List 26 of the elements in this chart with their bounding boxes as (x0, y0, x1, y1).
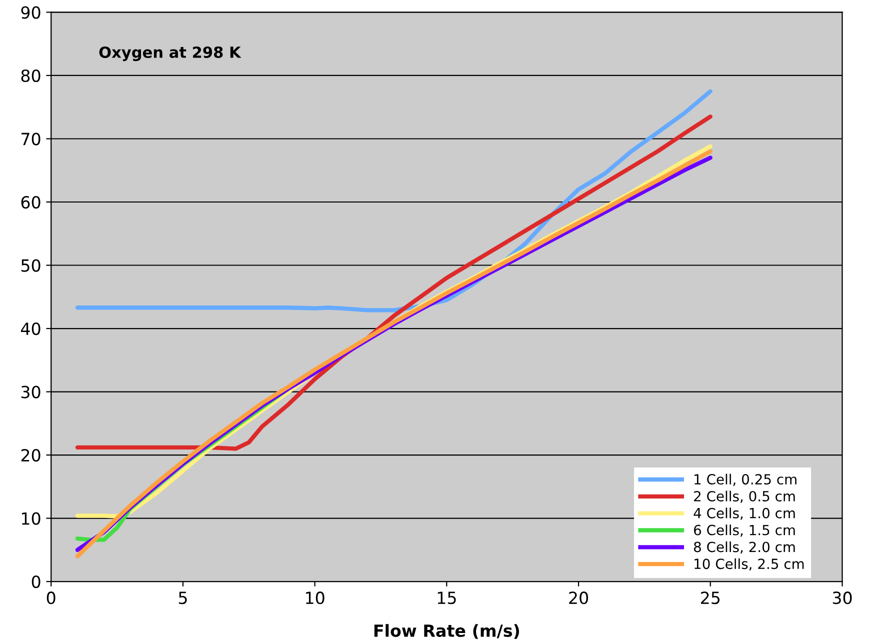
x-axis-title: Flow Rate (m/s) (374, 624, 519, 639)
legend-label: 4 Cells, 1.0 cm (694, 508, 795, 520)
y-tick-label: 80 (21, 69, 40, 82)
annotation: Oxygen at 298 K (99, 46, 242, 62)
y-tick-label: 40 (20, 322, 40, 336)
legend-label: 2 Cells, 0.5 cm (694, 490, 795, 503)
y-tick-label: 20 (21, 448, 40, 462)
x-tick-label: 15 (438, 592, 456, 604)
legend-label: 10 Cells, 2.5 cm (694, 558, 804, 571)
y-tick-label: 10 (22, 512, 40, 525)
y-tick-label: 70 (22, 132, 40, 146)
x-tick-label: 20 (569, 592, 588, 604)
x-tick-label: 10 (306, 592, 324, 604)
x-tick-label: 25 (700, 592, 720, 604)
legend-label: 1 Cell, 0.25 cm (694, 474, 796, 486)
legend-label: 6 Cells, 1.5 cm (694, 524, 795, 537)
y-tick-label: 50 (21, 259, 40, 272)
y-tick-label: 90 (21, 6, 40, 19)
x-tick-label: 0 (46, 592, 56, 604)
y-tick-label: 30 (21, 386, 40, 398)
x-tick-label: 30 (832, 592, 852, 604)
x-tick-label: 5 (178, 592, 187, 604)
line-series (75, 114, 712, 451)
y-tick-label: 0 (32, 575, 40, 588)
legend-label: 8 Cells, 2.0 cm (694, 541, 795, 554)
y-tick-label: 60 (21, 196, 40, 209)
